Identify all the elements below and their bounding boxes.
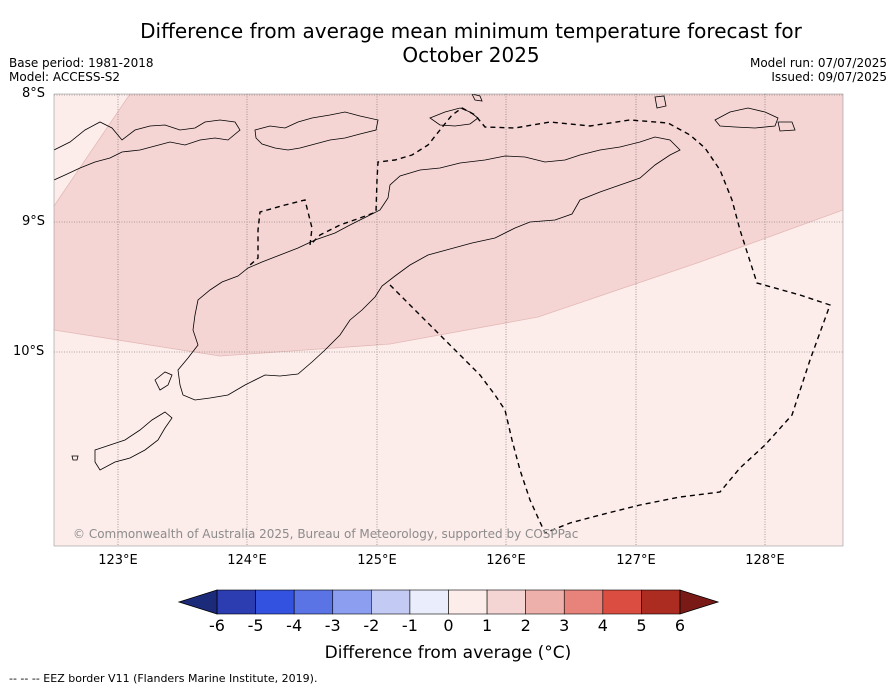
colorbar-bin [525,589,565,615]
moa-coast [777,121,796,132]
eez-footnote: -- -- -- EEZ border V11 (Flanders Marine… [9,672,318,685]
colorbar-bin [293,589,334,615]
colorbar-tick-label: -4 [286,616,303,635]
colorbar-tick-label: -3 [324,616,341,635]
colorbar-bin [255,589,295,615]
eez-border [249,107,831,534]
anomaly-region-1-2 [54,94,843,356]
model-run: Model run: 07/07/2025 [749,56,887,70]
graticule [54,94,843,546]
title-line-2: October 2025 [402,43,540,67]
rote-coast [154,371,173,391]
flores-coast [54,119,241,181]
lat-label-8s: 8°S [22,86,46,101]
colorbar-tick-label: 2 [520,616,531,635]
lon-label-128e: 128°E [745,553,785,568]
colorbar-label: Difference from average (°C) [324,643,572,663]
alor-coast [254,111,379,151]
title-line-1: Difference from average mean minimum tem… [140,19,802,43]
colorbar-tick-label: 5 [636,616,647,635]
lat-label-9s: 9°S [22,214,46,229]
lon-label-123e: 123°E [98,553,138,568]
map-frame [53,93,844,547]
lon-label-126e: 126°E [486,553,526,568]
colorbar-tick-label: 1 [481,616,493,635]
colorbar-max-arrow [679,589,720,615]
colorbar-tick-label: -1 [401,616,418,635]
colorbar-tick-label: -6 [209,616,225,635]
base-period: Base period: 1981-2018 [9,56,154,70]
colorbar-bin [409,589,449,615]
kisar-coast [654,95,667,109]
colorbar-bin [602,589,642,615]
coastlines [54,94,796,471]
colorbar-bin [216,589,256,615]
colorbar-tick-label: 4 [597,616,608,635]
atauro-coast [471,94,483,102]
colorbar-tick-label: 6 [674,616,686,635]
savu-coast [94,411,173,471]
colorbar-bin [371,589,411,615]
model-name: Model: ACCESS-S2 [9,70,121,84]
raijua-coast [71,455,79,461]
issued-date: Issued: 09/07/2025 [771,70,887,84]
lon-label-124e: 124°E [227,553,267,568]
colorbar-tick-label: 0 [443,616,454,635]
lat-label-10s: 10°S [13,344,45,359]
meta-right: Model run: 07/07/2025 Issued: 09/07/2025 [750,56,887,84]
lon-label-125e: 125°E [357,553,397,568]
colorbar-tick-label: -5 [247,616,264,635]
colorbar-tick-label: -2 [363,616,380,635]
copyright-notice: © Commonwealth of Australia 2025, Bureau… [73,527,579,541]
contour-line [54,209,843,357]
lon-label-127e: 127°E [616,553,656,568]
timor-coast [177,136,681,401]
colorbar-tick-label: 3 [559,616,570,635]
colorbar-bin [563,589,604,615]
meta-left: Base period: 1981-2018 Model: ACCESS-S2 [9,56,154,84]
contour-line [54,94,131,207]
leti-coast [714,107,779,129]
colorbar-bin [641,589,681,615]
colorbar-min-arrow [177,589,218,615]
colorbar-bin [332,589,372,615]
colorbar-bin [486,589,526,615]
map-title: Difference from average mean minimum tem… [0,19,896,67]
colorbar [177,589,720,615]
colorbar-bin [448,589,488,615]
